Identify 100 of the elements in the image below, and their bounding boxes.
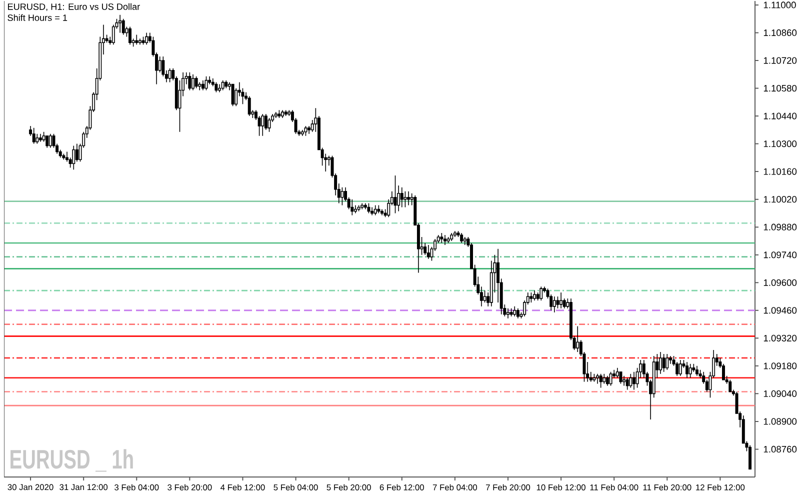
candlestick: [463, 236, 466, 246]
candlestick: [350, 198, 354, 216]
candlestick: [48, 133, 52, 148]
candlestick: [450, 232, 454, 242]
candlestick: [662, 354, 666, 372]
x-tick-label: 7 Feb 20:00: [486, 484, 530, 490]
candlestick: [460, 232, 464, 244]
candlestick: [370, 206, 374, 216]
candlestick: [695, 366, 698, 376]
x-tick-label: 7 Feb 04:00: [432, 484, 478, 490]
candlestick: [261, 114, 264, 136]
candlestick: [218, 84, 222, 93]
y-tick-label: 1.10440: [764, 112, 797, 120]
x-tick-label: 11 Feb 20:00: [643, 484, 692, 490]
candlestick: [629, 373, 632, 388]
candlestick: [606, 375, 609, 386]
y-tick-label: 1.08760: [764, 446, 797, 453]
x-tick-label: 4 Feb 12:00: [220, 484, 265, 490]
candlestick: [374, 204, 377, 216]
candlestick: [38, 133, 42, 142]
y-tick-label: 1.10580: [764, 84, 797, 92]
y-tick-label: 1.09180: [764, 362, 797, 370]
y-tick-label: 1.09320: [764, 334, 797, 342]
candlestick: [231, 84, 234, 107]
candlestick: [688, 364, 692, 378]
candlestick: [380, 208, 384, 216]
candlestick: [135, 34, 138, 46]
candlestick: [400, 187, 404, 208]
candlestick: [221, 80, 224, 91]
x-tick-label: 30 Jan 2020: [8, 484, 54, 490]
candlestick: [145, 32, 148, 46]
candlestick: [284, 110, 288, 116]
candlestick: [602, 373, 606, 384]
y-tick-label: 1.09600: [764, 279, 797, 286]
candlestick: [122, 18, 125, 36]
candlestick: [552, 296, 556, 313]
candlestick: [728, 379, 732, 392]
candlestick: [224, 80, 228, 89]
annotation: EURUSD _ 1h: [10, 449, 133, 472]
x-tick-label: 5 Feb 20:00: [326, 484, 371, 490]
candlestick: [666, 354, 669, 370]
candlestick: [453, 230, 456, 238]
candlestick: [678, 360, 682, 376]
y-tick-label: 1.10300: [764, 140, 797, 148]
y-tick-label: 1.11000: [764, 2, 796, 8]
candlestick: [281, 110, 284, 118]
candlestick: [446, 236, 450, 244]
candlestick: [748, 444, 752, 470]
candlestick: [540, 286, 543, 301]
candlestick: [168, 68, 172, 83]
candlestick: [248, 96, 251, 116]
y-tick-label: 1.10720: [764, 57, 797, 64]
candlestick: [214, 82, 218, 93]
candlestick: [204, 76, 208, 91]
candlestick: [659, 352, 662, 374]
candlestick: [268, 118, 271, 132]
y-tick-label: 1.10020: [764, 196, 797, 203]
candlestick: [192, 74, 194, 91]
candlestick: [609, 371, 612, 386]
candlestick: [118, 14, 122, 34]
candlestick: [194, 76, 198, 89]
candlestick: [560, 292, 563, 309]
x-tick-label: 31 Jan 12:00: [60, 484, 108, 490]
candlestick: [596, 373, 599, 384]
x-tick-label: 6 Feb 12:00: [380, 484, 424, 490]
x-tick-label: 3 Feb 20:00: [168, 484, 212, 490]
candlestick: [128, 26, 132, 46]
chart-title: EURUSD, H1: Euro vs US Dollar: [8, 3, 140, 11]
candlestick: [516, 308, 520, 319]
text: Shift Hours = 1: [8, 14, 68, 21]
y-tick-label: 1.10160: [764, 168, 797, 175]
candlestick: [632, 371, 636, 390]
x-tick-label: 5 Feb 04:00: [274, 484, 318, 490]
candlestick: [278, 110, 281, 118]
candlestick: [556, 296, 560, 309]
candlestick: [686, 362, 689, 378]
candlestick: [201, 80, 204, 91]
candlestick: [274, 112, 278, 118]
candlestick: [360, 202, 364, 210]
y-tick-label: 1.09880: [764, 224, 797, 230]
candlestick: [138, 38, 142, 46]
candlestick: [513, 306, 516, 317]
candlestick: [46, 135, 49, 148]
x-tick-label: 10 Feb 12:00: [536, 484, 586, 490]
candlestick: [619, 371, 622, 384]
y-tick-label: 1.08900: [764, 418, 797, 425]
candlestick: [72, 145, 76, 170]
candlestick: [626, 377, 629, 390]
x-tick-label: 11 Feb 04:00: [590, 484, 638, 490]
candlestick: [407, 190, 410, 206]
candlestick: [300, 130, 304, 136]
x-tick-label: 12 Feb 12:00: [696, 484, 745, 490]
candlestick: [188, 72, 192, 91]
candlestick: [364, 202, 367, 210]
candlestick: [426, 244, 430, 260]
y-tick-label: 1.09460: [764, 307, 797, 314]
candlestick: [622, 375, 626, 386]
y-tick-label: 1.09040: [764, 390, 797, 397]
candlestick: [32, 128, 36, 144]
candlestick: [533, 290, 536, 301]
